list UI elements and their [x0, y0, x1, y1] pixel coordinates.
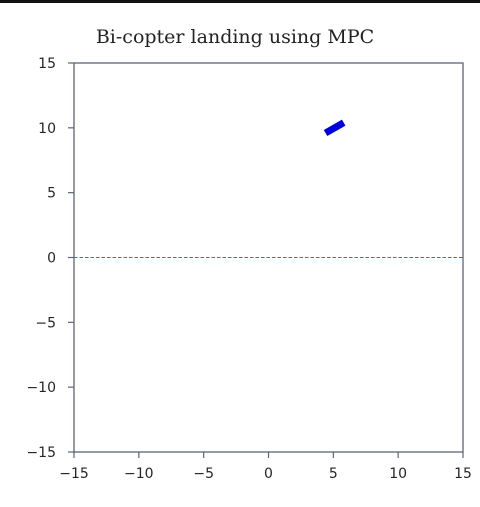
x-axis: −15 −10 −5 0 5 10 15: [59, 452, 472, 482]
y-axis: −15 −10 −5 0 5 10 15: [26, 56, 74, 461]
y-tick-label: −10: [26, 380, 56, 396]
x-tick-label: 5: [329, 466, 338, 482]
x-tick-label: 15: [454, 466, 472, 482]
y-tick-label: 5: [47, 186, 56, 202]
x-tick-label: −5: [193, 466, 214, 482]
top-border: [0, 0, 480, 3]
x-tick-label: 10: [389, 466, 407, 482]
y-tick-label: −5: [35, 315, 56, 331]
y-tick-label: 0: [47, 251, 56, 267]
y-tick-label: 15: [38, 56, 56, 72]
series-layer: [74, 119, 463, 258]
y-tick-label: −15: [26, 445, 56, 461]
bicopter-body: [323, 119, 346, 137]
x-tick-label: 0: [264, 466, 273, 482]
y-tick-label: 10: [38, 121, 56, 137]
x-tick-label: −15: [59, 466, 89, 482]
chart-title: Bi-copter landing using MPC: [96, 26, 374, 48]
x-tick-label: −10: [124, 466, 154, 482]
